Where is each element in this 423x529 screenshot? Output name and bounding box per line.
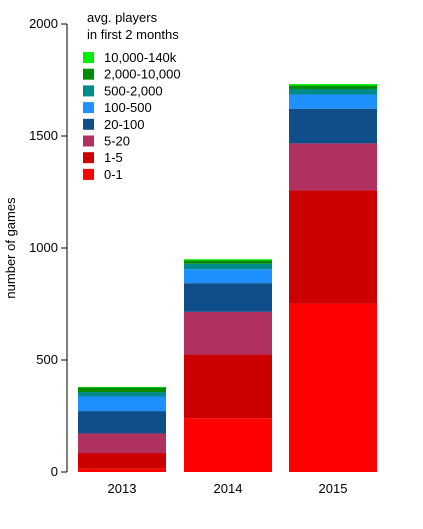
legend-swatch (83, 118, 94, 130)
legend-swatch (83, 152, 94, 164)
y-tick-label: 0 (51, 464, 58, 479)
y-tick-label: 1500 (29, 128, 58, 143)
bar-segment (289, 88, 377, 95)
legend-swatch (83, 135, 94, 147)
bar-segment (78, 386, 166, 388)
legend-swatch (83, 168, 94, 180)
legend-label: 2,000-10,000 (104, 67, 181, 82)
legend-swatch (83, 102, 94, 114)
x-tick-label: 2015 (319, 481, 348, 496)
legend-label: 20-100 (104, 117, 144, 132)
y-tick-label: 2000 (29, 16, 58, 31)
y-axis-label: number of games (3, 197, 18, 299)
bar-segment (184, 260, 272, 264)
legend-label: 10,000-140k (104, 50, 177, 65)
bar-segment (184, 269, 272, 284)
bar-segment (289, 94, 377, 109)
bar-segment (184, 259, 272, 261)
bar-segment (78, 411, 166, 434)
legend-swatch (83, 52, 94, 63)
bar-segment (184, 418, 272, 472)
bar-segment (289, 85, 377, 89)
legend: avg. players in first 2 months 10,000-140k… (83, 10, 181, 182)
legend-label: 100-500 (104, 100, 152, 115)
bar-segment (289, 143, 377, 191)
bars (78, 84, 377, 472)
legend-label: 0-1 (104, 167, 123, 182)
bar-segment (184, 283, 272, 312)
bar-segment (78, 387, 166, 393)
x-axis-labels: 2013 2014 2015 (108, 481, 348, 496)
bar-segment (184, 311, 272, 355)
legend-swatch (83, 85, 94, 97)
y-tick-label: 1000 (29, 240, 58, 255)
legend-label: 1-5 (104, 150, 123, 165)
bar-segment (78, 468, 166, 472)
bar-segment (78, 396, 166, 412)
y-axis: 0 500 1000 1500 2000 (29, 16, 68, 479)
bar-segment (289, 303, 377, 472)
bar-segment (78, 392, 166, 397)
legend-label: 5-20 (104, 134, 130, 149)
x-tick-label: 2014 (214, 481, 243, 496)
bar-segment (289, 190, 377, 304)
bar-segment (289, 84, 377, 86)
x-tick-label: 2013 (108, 481, 137, 496)
bar-segment (184, 263, 272, 270)
legend-swatch (83, 68, 94, 80)
legend-title: in first 2 months (87, 27, 179, 42)
y-tick-label: 500 (36, 352, 58, 367)
bar-segment (289, 108, 377, 144)
legend-label: 500-2,000 (104, 83, 163, 98)
bar-segment (184, 354, 272, 419)
bar-segment (78, 433, 166, 453)
bar-segment (78, 452, 166, 469)
legend-title: avg. players (87, 10, 158, 25)
